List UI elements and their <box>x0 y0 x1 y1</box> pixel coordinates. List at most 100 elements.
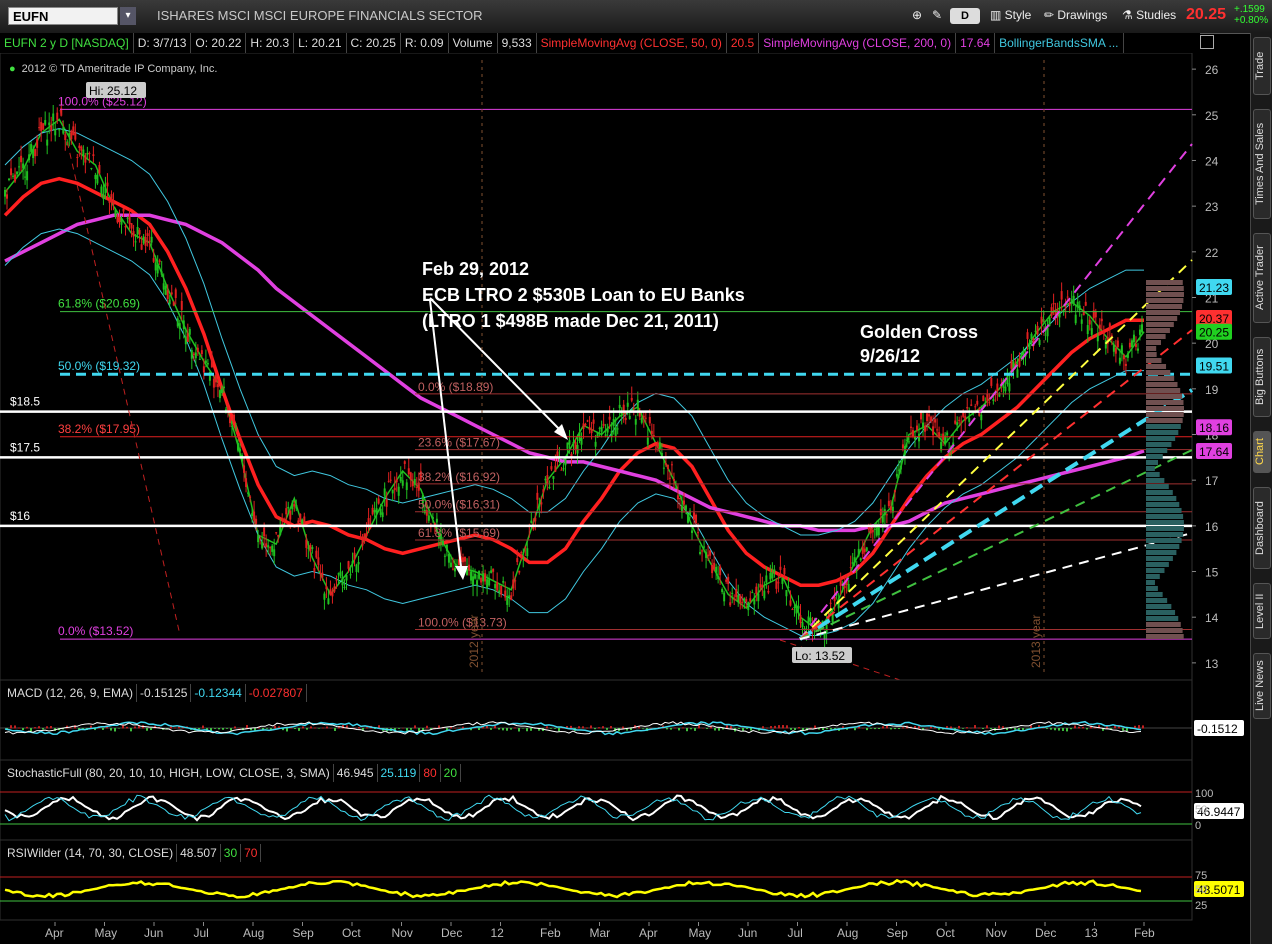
sidebar-tab-live-news[interactable]: Live News <box>1253 653 1271 719</box>
candle-body <box>783 568 786 575</box>
period-button[interactable]: D <box>950 8 980 24</box>
macd-hist-bar <box>70 727 72 729</box>
sidebar-tab-level-ii[interactable]: Level II <box>1253 583 1271 639</box>
bar-close: C: 20.25 <box>347 33 401 53</box>
macd-hist-bar <box>514 727 516 729</box>
maximize-icon[interactable] <box>1200 35 1214 49</box>
symbol-input[interactable]: EUFN <box>8 7 118 25</box>
candle-body <box>938 432 941 438</box>
candle-body <box>208 371 211 381</box>
crosshair-icon[interactable]: ⊕ <box>912 8 923 22</box>
macd-hist-bar <box>786 725 788 729</box>
candle-body <box>373 510 376 513</box>
candle-body <box>990 377 993 386</box>
candle-body <box>106 182 109 187</box>
symbol-dropdown-icon[interactable]: ▾ <box>120 7 136 25</box>
pencil-icon[interactable]: ✎ <box>932 8 943 22</box>
candle-body <box>337 573 340 575</box>
candle-body <box>707 554 710 557</box>
macd-hist-bar <box>674 727 676 729</box>
candle-body <box>140 244 143 250</box>
macd-hist-bar <box>1082 726 1084 729</box>
macd-hist-bar <box>50 726 52 729</box>
drawings-button[interactable]: ✏ Drawings <box>1044 8 1107 22</box>
candle-body <box>1028 342 1031 350</box>
candle-body <box>1084 301 1087 306</box>
candle-body <box>715 566 718 573</box>
candle-body <box>670 464 673 466</box>
candle-body <box>787 586 790 588</box>
symbol-period[interactable]: EUFN 2 y D [NASDAQ] <box>0 33 134 53</box>
candle-body <box>751 592 754 594</box>
candle-body <box>251 513 254 516</box>
sma200-label[interactable]: SimpleMovingAvg (CLOSE, 200, 0) <box>759 33 957 53</box>
macd-hist-bar <box>722 728 724 730</box>
price-chart[interactable]: 100.0% ($25.12)61.8% ($20.69)50.0% ($19.… <box>0 53 1250 944</box>
sidebar-tab-chart[interactable]: Chart <box>1253 431 1271 473</box>
candle-body <box>200 350 203 355</box>
macd-hist-bar <box>650 727 652 729</box>
fib-level-label: 61.8% ($20.69) <box>58 297 140 311</box>
candle-body <box>536 492 539 500</box>
macd-label[interactable]: MACD (12, 26, 9, EMA) <box>4 684 138 702</box>
macd-hist-bar <box>946 726 948 729</box>
candle-body <box>962 411 965 417</box>
candle-body <box>849 567 852 569</box>
candle-body <box>355 564 358 573</box>
candle-body <box>216 384 219 388</box>
sma50-label[interactable]: SimpleMovingAvg (CLOSE, 50, 0) <box>537 33 727 53</box>
sidebar-tab-times-and-sales[interactable]: Times And Sales <box>1253 109 1271 219</box>
macd-hist-bar <box>830 728 832 730</box>
macd-hist-bar <box>422 728 424 731</box>
candle-body <box>445 544 448 551</box>
stoch-label[interactable]: StochasticFull (80, 20, 10, 10, HIGH, LO… <box>4 764 334 782</box>
macd-avg: -0.12344 <box>191 684 246 702</box>
candle-body <box>335 579 338 581</box>
candle-body <box>524 547 527 549</box>
macd-hist-bar <box>522 728 524 729</box>
style-label: Style <box>1004 8 1032 22</box>
rsi-label[interactable]: RSIWilder (14, 70, 30, CLOSE) <box>4 844 178 862</box>
candle-body <box>656 442 659 448</box>
volume-profile-bar <box>1146 586 1158 591</box>
sidebar-tab-active-trader[interactable]: Active Trader <box>1253 233 1271 323</box>
studies-button[interactable]: ⚗ Studies <box>1122 8 1176 22</box>
sidebar-tab-dashboard[interactable]: Dashboard <box>1253 487 1271 569</box>
candle-body <box>269 547 272 549</box>
candle-body <box>1068 302 1071 306</box>
candle-body <box>699 551 702 554</box>
candle-body <box>261 541 264 549</box>
support-label: $17.5 <box>10 440 40 454</box>
macd-hist-bar <box>18 727 20 729</box>
style-button[interactable]: ▥ Style <box>990 8 1031 22</box>
candle-body <box>285 508 288 515</box>
volume-profile-bar <box>1146 352 1157 357</box>
candle-body <box>349 574 352 576</box>
macd-hist-bar <box>814 725 816 729</box>
stoch-header: StochasticFull (80, 20, 10, 10, HIGH, LO… <box>4 764 462 782</box>
candle-body <box>464 556 467 562</box>
candle-body <box>1022 350 1025 356</box>
macd-hist-bar <box>558 728 560 732</box>
candle-body <box>166 290 169 299</box>
candle-body <box>646 437 649 445</box>
macd-hist-bar <box>1094 727 1096 729</box>
sidebar-tab-big-buttons[interactable]: Big Buttons <box>1253 337 1271 417</box>
candle-body <box>504 590 507 598</box>
sidebar-tab-trade[interactable]: Trade <box>1253 37 1271 95</box>
macd-hist-bar <box>438 725 440 729</box>
candle-body <box>10 168 13 176</box>
candle-body <box>190 350 193 359</box>
bollinger-label[interactable]: BollingerBandsSMA ... <box>995 33 1124 53</box>
candle-body <box>22 163 25 169</box>
macd-hist-bar <box>334 728 336 731</box>
macd-hist-bar <box>686 728 688 732</box>
candle-body <box>287 506 290 509</box>
candle-body <box>212 378 215 388</box>
macd-hist-bar <box>738 728 740 729</box>
macd-hist-bar <box>310 726 312 729</box>
volume-label[interactable]: Volume <box>449 33 498 53</box>
volume-profile-bar <box>1146 544 1180 549</box>
candle-body <box>737 595 740 603</box>
candle-body <box>773 569 776 572</box>
